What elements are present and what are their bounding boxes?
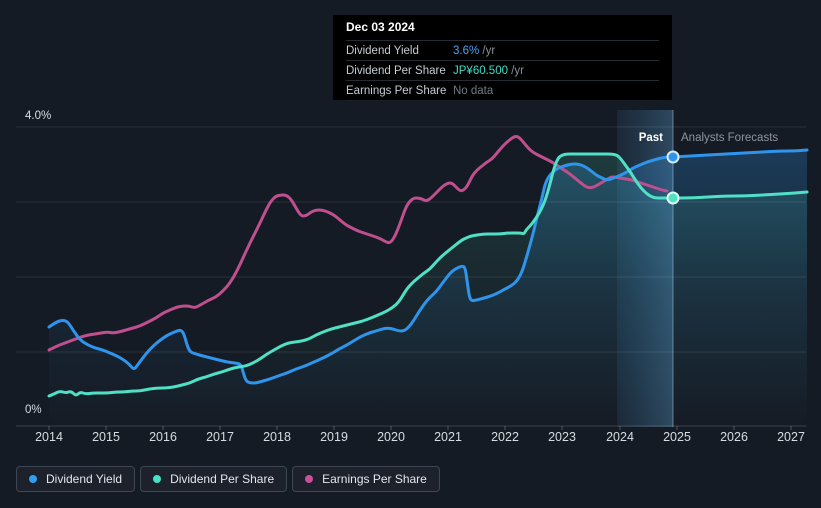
dividend-per-share-current-marker[interactable] [666,191,680,205]
x-axis-label: 2017 [206,430,234,444]
x-axis-label: 2025 [663,430,691,444]
legend-item-dividend-per-share[interactable]: Dividend Per Share [140,466,288,492]
x-axis-label: 2014 [35,430,63,444]
dividend-yield-dot-icon [29,475,37,483]
x-axis-label: 2015 [92,430,120,444]
x-axis-label: 2019 [320,430,348,444]
dividend-yield-forecast-line [671,148,809,159]
legend-label: Dividend Per Share [170,472,275,486]
past-region-label: Past [638,132,663,144]
x-axis-label: 2026 [720,430,748,444]
dividend-per-share-forecast-line [671,190,809,200]
legend-label: Dividend Yield [46,472,123,486]
x-axis-label: 2027 [777,430,805,444]
tooltip-value: 3.6% /yr [453,44,496,57]
x-axis-label: 2020 [377,430,405,444]
tooltip-label: Dividend Per Share [346,64,446,77]
legend-item-earnings-per-share[interactable]: Earnings Per Share [292,466,440,492]
tooltip-row-earnings-per-share: Earnings Per Share No data [346,81,659,101]
forecast-region-label: Analysts Forecasts [681,132,779,144]
y-axis-label-bottom: 0% [25,404,42,416]
chart-tooltip: Dec 03 2024 Dividend Yield 3.6% /yr Divi… [333,15,672,101]
x-axis-label: 2024 [606,430,634,444]
tooltip-row-dividend-per-share: Dividend Per Share JP¥60.500 /yr [346,61,659,81]
x-axis-label: 2023 [548,430,576,444]
x-axis-label: 2018 [263,430,291,444]
dividend-yield-line [47,155,675,385]
earnings-per-share-dot-icon [305,475,314,483]
tooltip-value: JP¥60.500 /yr [453,64,524,77]
tooltip-value: No data [453,84,494,97]
tooltip-label: Earnings Per Share [346,84,447,97]
x-axis-label: 2016 [149,430,177,444]
tooltip-row-dividend-yield: Dividend Yield 3.6% /yr [346,41,659,61]
earnings-per-share-line [47,135,669,352]
dividend-per-share-line [47,152,675,398]
legend-item-dividend-yield[interactable]: Dividend Yield [16,466,136,492]
dividend-per-share-dot-icon [153,475,162,483]
tooltip-date: Dec 03 2024 [346,15,659,41]
dividend-chart[interactable]: 2014 2015 2016 2017 2018 2019 2020 2021 2022 2023… [0,0,821,460]
y-axis-label-top: 4.0% [25,110,51,122]
x-axis-label: 2021 [434,430,462,444]
chart-legend: Dividend Yield Dividend Per Share Earnin… [16,466,440,492]
dividend-yield-current-marker[interactable] [666,150,680,164]
legend-label: Earnings Per Share [322,472,427,486]
tooltip-label: Dividend Yield [346,44,419,57]
x-axis-label: 2022 [491,430,519,444]
